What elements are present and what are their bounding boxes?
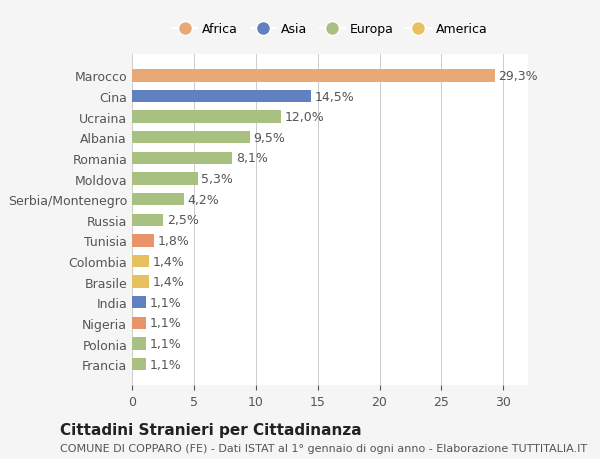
Bar xyxy=(132,338,146,350)
Legend: Africa, Asia, Europa, America: Africa, Asia, Europa, America xyxy=(167,18,493,41)
Bar xyxy=(132,297,146,309)
Text: 14,5%: 14,5% xyxy=(315,90,355,103)
Bar xyxy=(132,194,184,206)
Text: 1,1%: 1,1% xyxy=(149,358,181,371)
Text: 1,1%: 1,1% xyxy=(149,296,181,309)
Bar xyxy=(132,235,154,247)
Bar xyxy=(132,214,163,226)
Bar xyxy=(132,358,146,370)
Bar xyxy=(132,152,232,165)
Text: 29,3%: 29,3% xyxy=(499,70,538,83)
Text: 1,4%: 1,4% xyxy=(153,255,185,268)
Text: 2,5%: 2,5% xyxy=(167,214,199,227)
Text: 1,1%: 1,1% xyxy=(149,317,181,330)
Bar xyxy=(132,173,197,185)
Text: COMUNE DI COPPARO (FE) - Dati ISTAT al 1° gennaio di ogni anno - Elaborazione TU: COMUNE DI COPPARO (FE) - Dati ISTAT al 1… xyxy=(60,443,587,453)
Text: 1,8%: 1,8% xyxy=(158,235,190,247)
Bar xyxy=(132,70,494,83)
Text: 1,1%: 1,1% xyxy=(149,337,181,350)
Text: 5,3%: 5,3% xyxy=(202,173,233,185)
Text: 1,4%: 1,4% xyxy=(153,275,185,289)
Text: Cittadini Stranieri per Cittadinanza: Cittadini Stranieri per Cittadinanza xyxy=(60,422,362,437)
Bar xyxy=(132,91,311,103)
Bar xyxy=(132,255,149,268)
Bar xyxy=(132,276,149,288)
Bar xyxy=(132,317,146,330)
Text: 12,0%: 12,0% xyxy=(284,111,324,124)
Bar xyxy=(132,132,250,144)
Bar xyxy=(132,111,281,123)
Text: 9,5%: 9,5% xyxy=(253,132,285,145)
Text: 4,2%: 4,2% xyxy=(188,193,220,206)
Text: 8,1%: 8,1% xyxy=(236,152,268,165)
